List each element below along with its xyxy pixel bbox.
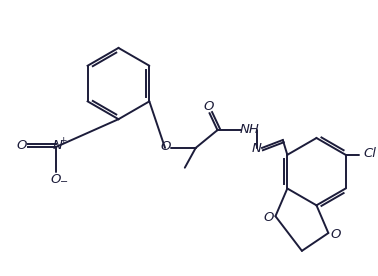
Text: NH: NH [239, 123, 259, 136]
Text: O: O [203, 100, 214, 113]
Text: O: O [51, 173, 61, 186]
Text: O: O [263, 211, 274, 224]
Text: O: O [16, 139, 27, 152]
Text: N: N [52, 139, 62, 152]
Text: O: O [161, 140, 171, 153]
Text: O: O [330, 227, 341, 240]
Text: −: − [60, 177, 68, 187]
Text: +: + [59, 136, 67, 145]
Text: Cl: Cl [363, 147, 376, 160]
Text: N: N [251, 142, 261, 155]
